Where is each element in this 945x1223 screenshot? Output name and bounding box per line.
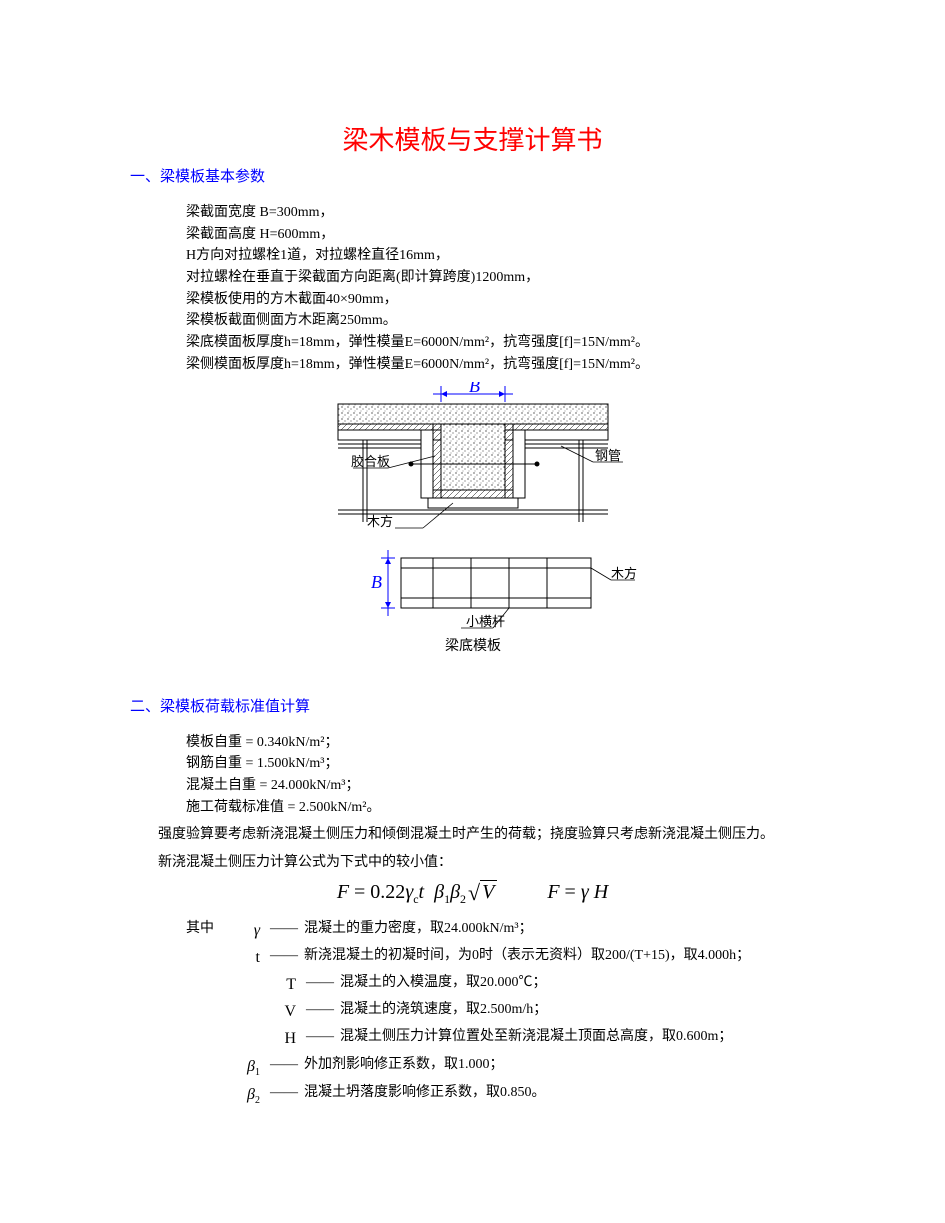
load-line: 钢筋自重 = 1.500kN/m³； bbox=[186, 753, 815, 775]
def-sym: H bbox=[262, 1025, 300, 1052]
load-line: 施工荷载标准值 = 2.500kN/m²。 bbox=[186, 797, 815, 819]
beam-formwork-diagram: B bbox=[130, 382, 815, 677]
def-text: 混凝土的重力密度，取24.000kN/m³； bbox=[304, 917, 533, 944]
diagram-label-mufang2: 木方 bbox=[611, 566, 637, 581]
def-sym: V bbox=[262, 998, 300, 1025]
diagram-plan-view: B 木方 bbox=[371, 550, 637, 654]
param-line: H方向对拉螺栓1道，对拉螺栓直径16mm， bbox=[186, 245, 815, 267]
param-line: 对拉螺栓在垂直于梁截面方向距离(即计算跨度)1200mm， bbox=[186, 267, 815, 289]
section2-heading: 二、梁模板荷载标准值计算 bbox=[130, 695, 815, 716]
def-row: t —— 新浇混凝土的初凝时间，为0时（表示无资料）取200/(T+15)，取4… bbox=[186, 944, 815, 971]
formula-eq1: = 0.22 bbox=[349, 881, 405, 903]
section2-loads: 模板自重 = 0.340kN/m²； 钢筋自重 = 1.500kN/m³； 混凝… bbox=[186, 732, 815, 819]
param-line: 梁截面高度 H=600mm， bbox=[186, 224, 815, 246]
def-row: V —— 混凝土的浇筑速度，取2.500m/h； bbox=[186, 998, 815, 1025]
formula-gap bbox=[502, 881, 542, 903]
def-dash: —— bbox=[264, 1081, 304, 1109]
section2-para1: 强度验算要考虑新浇混凝土侧压力和倾倒混凝土时产生的荷载；挠度验算只考虑新浇混凝土… bbox=[130, 824, 815, 846]
formula-F1: F bbox=[337, 881, 349, 903]
formula-gamma2: γ bbox=[581, 881, 589, 903]
formula-t: t bbox=[419, 881, 425, 903]
def-dash: —— bbox=[300, 1025, 340, 1052]
diagram-B-label-side: B bbox=[371, 572, 382, 592]
diagram-label-xiaohenggan: 小横杆 bbox=[465, 614, 504, 629]
diagram-B-label-top: B bbox=[469, 382, 480, 396]
diagram-label-steelpipe: 钢管 bbox=[595, 448, 621, 463]
formula-H: H bbox=[594, 881, 608, 903]
formula-V: V bbox=[480, 880, 497, 903]
def-row: H —— 混凝土侧压力计算位置处至新浇混凝土顶面总高度，取0.600m； bbox=[186, 1025, 815, 1052]
def-sym: t bbox=[226, 944, 264, 971]
section2-para2: 新浇混凝土侧压力计算公式为下式中的较小值： bbox=[130, 852, 815, 874]
def-text: 混凝土坍落度影响修正系数，取0.850。 bbox=[304, 1081, 546, 1109]
document-title: 梁木模板与支撑计算书 bbox=[130, 120, 815, 157]
diagram-cross-section: B bbox=[338, 382, 623, 529]
def-dash: —— bbox=[300, 971, 340, 998]
diagram-svg: B bbox=[293, 382, 653, 672]
load-line: 混凝土自重 = 24.000kN/m³； bbox=[186, 775, 815, 797]
formula-sqrtV: √V bbox=[466, 880, 497, 906]
def-dash: —— bbox=[300, 998, 340, 1025]
def-text: 新浇混凝土的初凝时间，为0时（表示无资料）取200/(T+15)，取4.000h… bbox=[304, 944, 750, 971]
formula-beta2: β bbox=[450, 881, 460, 903]
def-text: 混凝土的浇筑速度，取2.500m/h； bbox=[340, 998, 547, 1025]
load-line: 模板自重 = 0.340kN/m²； bbox=[186, 732, 815, 754]
diagram-label-mufang1: 木方 bbox=[366, 514, 392, 529]
param-line: 梁模板使用的方木截面40×90mm， bbox=[186, 289, 815, 311]
def-sym: β2 bbox=[226, 1081, 264, 1109]
param-line: 梁截面宽度 B=300mm， bbox=[186, 202, 815, 224]
def-text: 外加剂影响修正系数，取1.000； bbox=[304, 1053, 504, 1081]
def-row: T —— 混凝土的入模温度，取20.000℃； bbox=[186, 971, 815, 998]
def-dash: —— bbox=[264, 1053, 304, 1081]
def-dash: —— bbox=[264, 944, 304, 971]
def-sym: γ bbox=[226, 917, 264, 944]
formula: F = 0.22γct β1β2√V F = γ H bbox=[130, 880, 815, 907]
section1-heading: 一、梁模板基本参数 bbox=[130, 165, 815, 186]
section1-params: 梁截面宽度 B=300mm， 梁截面高度 H=600mm， H方向对拉螺栓1道，… bbox=[186, 202, 815, 376]
formula-F2: F bbox=[547, 881, 559, 903]
def-text: 混凝土侧压力计算位置处至新浇混凝土顶面总高度，取0.600m； bbox=[340, 1025, 732, 1052]
param-line: 梁侧模面板厚度h=18mm，弹性模量E=6000N/mm²，抗弯强度[f]=15… bbox=[186, 354, 815, 376]
diagram-label-plywood: 胶合板 bbox=[351, 454, 390, 469]
defs-intro: 其中 bbox=[186, 917, 226, 944]
def-dash: —— bbox=[264, 917, 304, 944]
param-line: 梁模板截面侧面方木距离250mm。 bbox=[186, 310, 815, 332]
formula-beta1: β bbox=[434, 881, 444, 903]
def-row: β2 —— 混凝土坍落度影响修正系数，取0.850。 bbox=[186, 1081, 815, 1109]
diagram-caption: 梁底模板 bbox=[445, 638, 501, 654]
formula-eq2: = bbox=[560, 881, 581, 903]
def-text: 混凝土的入模温度，取20.000℃； bbox=[340, 971, 547, 998]
def-row: 其中 γ —— 混凝土的重力密度，取24.000kN/m³； bbox=[186, 917, 815, 944]
def-sym: β1 bbox=[226, 1053, 264, 1081]
symbol-definitions: 其中 γ —— 混凝土的重力密度，取24.000kN/m³； t —— 新浇混凝… bbox=[186, 917, 815, 1109]
param-line: 梁底模面板厚度h=18mm，弹性模量E=6000N/mm²，抗弯强度[f]=15… bbox=[186, 332, 815, 354]
def-row: β1 —— 外加剂影响修正系数，取1.000； bbox=[186, 1053, 815, 1081]
def-sym: T bbox=[262, 971, 300, 998]
